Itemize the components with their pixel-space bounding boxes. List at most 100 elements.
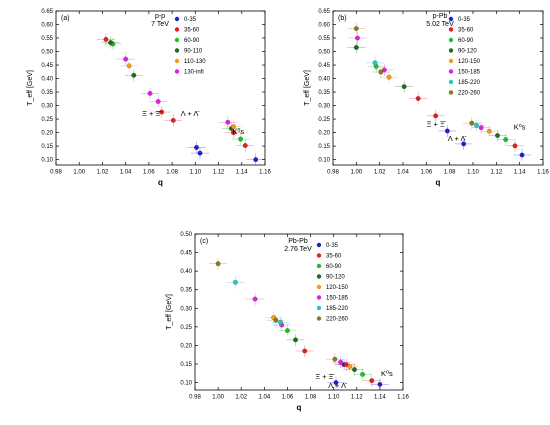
- data-point: [123, 56, 129, 62]
- annotation: Λ + Λ̄: [328, 381, 347, 390]
- legend-marker: [316, 274, 322, 279]
- x-tick-label: 1.02: [374, 170, 386, 176]
- data-point: [126, 63, 132, 69]
- y-tick-label: 0.50: [318, 50, 330, 56]
- y-tick-label: 0.60: [318, 23, 330, 29]
- data-point: [159, 109, 165, 115]
- y-tick-label: 0.20: [41, 131, 53, 137]
- data-point: [369, 378, 375, 384]
- y-tick-label: 0.55: [41, 36, 53, 42]
- data-point: [103, 36, 109, 42]
- legend-marker: [174, 37, 180, 43]
- legend-label: 150-185: [458, 70, 481, 76]
- data-point: [147, 91, 153, 96]
- plot-frame: [55, 10, 266, 166]
- y-tick-label: 0.65: [318, 9, 330, 15]
- data-point: [503, 137, 509, 143]
- y-tick-label: 0.45: [41, 63, 53, 69]
- annotation: Λ + Λ̄: [181, 109, 200, 118]
- x-tick-label: 1.16: [537, 170, 549, 176]
- legend-marker: [448, 69, 454, 74]
- y-tick-label: 0.25: [318, 117, 330, 123]
- y-tick-label: 0.20: [180, 343, 192, 349]
- y-tick-label: 0.15: [318, 144, 330, 150]
- x-tick-label: 1.12: [490, 170, 502, 176]
- data-point: [233, 279, 238, 285]
- y-tick-label: 0.30: [318, 104, 330, 110]
- legend-label: 0-35: [184, 17, 197, 23]
- x-tick-label: 1.08: [444, 170, 456, 176]
- y-tick-label: 0.45: [180, 251, 192, 257]
- data-point: [338, 359, 344, 365]
- y-tick-label: 0.15: [41, 144, 53, 150]
- energy-label: 7 TeV: [151, 21, 169, 28]
- x-tick-label: 1.02: [235, 395, 247, 401]
- data-point: [401, 84, 407, 90]
- legend-label: 150-185: [326, 296, 349, 302]
- y-tick-label: 0.45: [318, 63, 330, 69]
- system-label: p-Pb: [433, 13, 448, 20]
- x-tick-label: 1.04: [397, 170, 409, 176]
- x-tick-label: 1.14: [374, 395, 386, 401]
- legend-marker: [316, 253, 322, 258]
- legend-label: 60-90: [184, 38, 200, 44]
- data-point: [238, 136, 244, 142]
- y-tick-label: 0.40: [41, 77, 53, 83]
- data-point: [377, 382, 383, 387]
- chart-panel-0: 0.98 1.00 1.02 1.04 1.06 1.08 1.10 1.12 1.14 1.16…: [27, 9, 271, 187]
- legend-marker: [174, 16, 180, 22]
- data-point: [215, 261, 221, 267]
- data-point: [253, 157, 259, 162]
- legend-label: 220-260: [458, 91, 481, 97]
- data-point: [353, 45, 359, 50]
- legend-label: 35-60: [184, 28, 200, 34]
- data-point: [461, 141, 467, 147]
- legend-label: 90-120: [326, 275, 345, 281]
- x-tick-label: 1.16: [259, 170, 271, 176]
- chart-panel-1: 0.98 1.00 1.02 1.04 1.06 1.08 1.10 1.12 1.14 1.16…: [304, 9, 549, 187]
- legend-label: 60-90: [458, 38, 474, 44]
- data-point: [433, 113, 439, 119]
- data-point: [469, 120, 475, 126]
- data-point: [512, 143, 518, 149]
- data-point: [347, 364, 353, 370]
- y-tick-label: 0.40: [318, 77, 330, 83]
- x-tick-label: 1.04: [258, 395, 270, 401]
- x-axis-label: q: [436, 178, 441, 187]
- legend-label: 90-110: [184, 49, 203, 55]
- x-tick-label: 1.16: [397, 395, 409, 401]
- legend-label: 35-60: [326, 254, 342, 260]
- y-tick-label: 0.15: [180, 362, 192, 368]
- legend-label: 185-220: [458, 80, 481, 86]
- y-tick-label: 0.10: [41, 158, 53, 164]
- legend-label: 90-120: [458, 49, 477, 55]
- y-axis-label: T_eff [GeV]: [304, 70, 311, 106]
- legend-label: 0-35: [326, 243, 339, 249]
- y-tick-label: 0.20: [318, 131, 330, 137]
- data-point: [378, 69, 384, 75]
- x-tick-label: 1.00: [350, 170, 362, 176]
- y-tick-label: 0.25: [41, 117, 53, 123]
- plot-frame: [332, 10, 544, 166]
- legend-marker: [448, 48, 454, 53]
- data-point: [333, 380, 339, 385]
- y-axis-label: T_eff [GeV]: [166, 294, 173, 330]
- annotation: K⁰s: [381, 369, 393, 378]
- legend-label: 120-150: [326, 285, 349, 291]
- legend-marker: [316, 242, 322, 248]
- y-tick-label: 0.35: [180, 288, 192, 294]
- legend-label: 120-150: [458, 59, 481, 65]
- y-tick-label: 0.10: [318, 158, 330, 164]
- x-tick-label: 0.98: [189, 395, 201, 401]
- x-tick-label: 1.10: [467, 170, 479, 176]
- legend-label: 110-130: [184, 59, 206, 65]
- legend-marker: [448, 27, 454, 32]
- data-point: [273, 317, 279, 323]
- data-point: [332, 356, 338, 362]
- annotation: K⁰s: [232, 127, 244, 136]
- x-tick-label: 1.06: [420, 170, 432, 176]
- legend-marker: [448, 16, 454, 22]
- data-point: [278, 320, 283, 325]
- x-tick-label: 1.12: [351, 395, 363, 401]
